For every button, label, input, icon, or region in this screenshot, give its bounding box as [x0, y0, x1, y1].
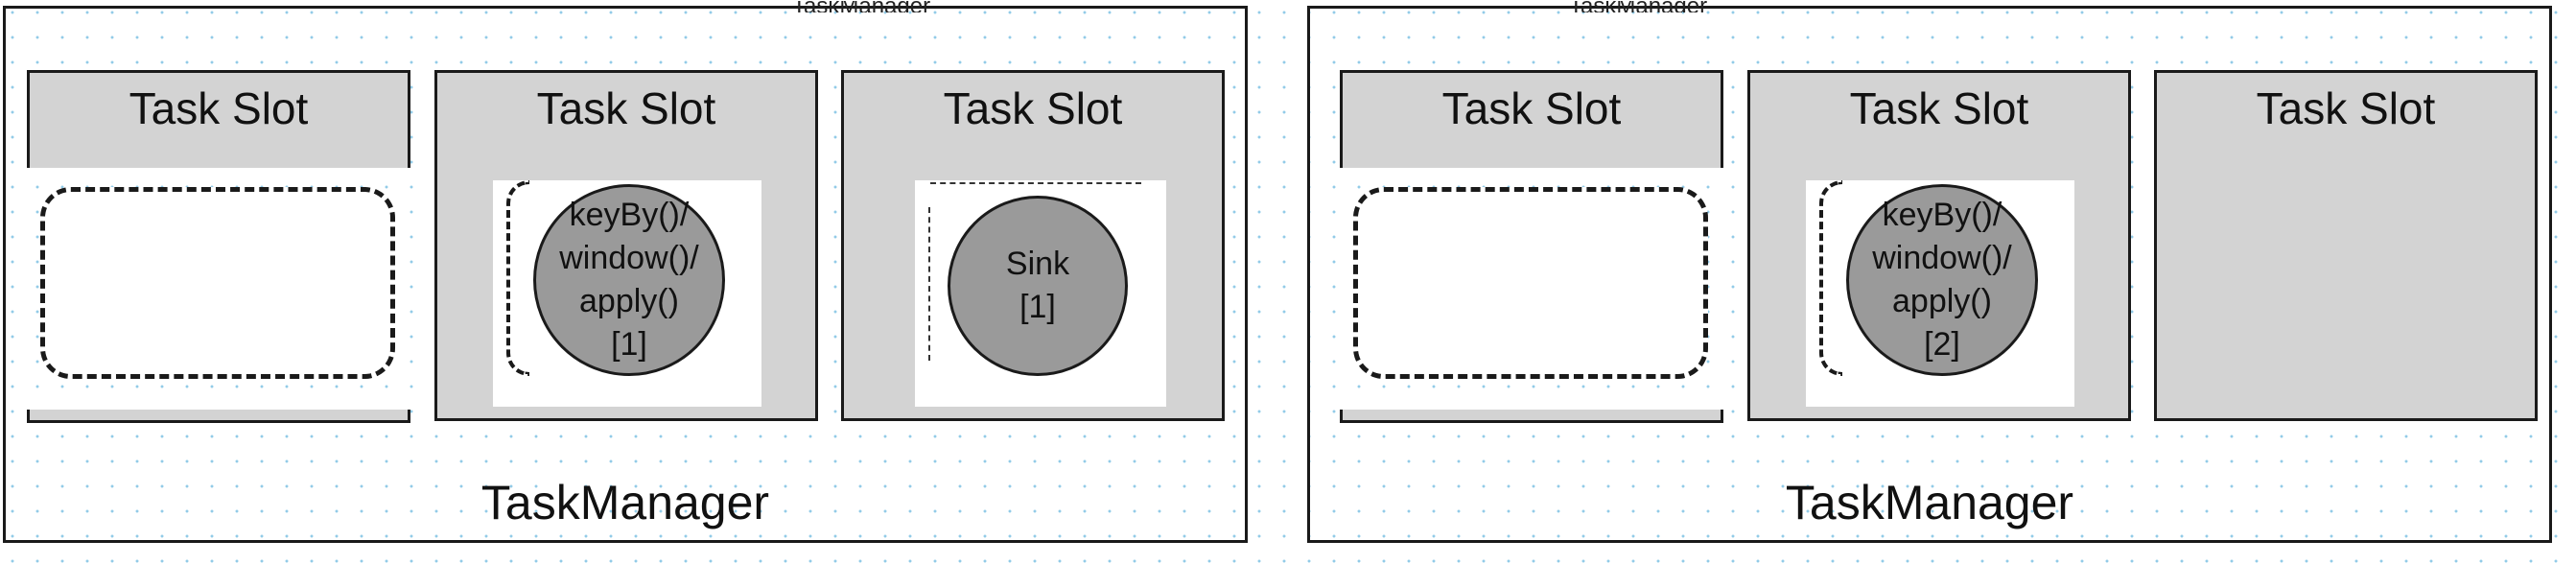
operator-circle-keyby-2: keyBy()/ window()/ apply() [2] — [1846, 184, 2038, 376]
taskmanager-2: TaskManager Task Slot Task Slot keyBy()/… — [1307, 1, 2552, 543]
empty-operator-placeholder — [1353, 187, 1708, 379]
taskmanager-label: TaskManager — [480, 476, 770, 529]
dashed-bracket — [506, 180, 529, 376]
task-slot-title: Task Slot — [536, 83, 716, 133]
task-slot-1-1: Task Slot — [27, 70, 410, 168]
task-slot-2-3: Task Slot — [2154, 70, 2538, 421]
task-slot-title: Task Slot — [943, 83, 1123, 133]
task-slot-title: Task Slot — [1441, 83, 1622, 133]
operator-label: keyBy()/ window()/ apply() [2] — [1872, 197, 2012, 363]
task-slot-title: Task Slot — [129, 83, 309, 133]
taskmanager-1-top-label-clipped: TaskManager — [792, 1, 984, 12]
taskmanager-2-top-label-clipped: TaskManager — [1569, 1, 1761, 12]
dashed-line — [930, 182, 1141, 184]
task-slot-1-2: Task Slot keyBy()/ window()/ apply() [1] — [434, 70, 818, 421]
empty-operator-placeholder — [40, 187, 395, 379]
dashed-line — [928, 207, 930, 361]
task-slot-1-3: Task Slot Sink [1] — [841, 70, 1225, 421]
operator-circle-keyby-1: keyBy()/ window()/ apply() [1] — [533, 184, 725, 376]
task-slot-2-2: Task Slot keyBy()/ window()/ apply() [2] — [1747, 70, 2131, 421]
dashed-bracket — [1819, 180, 1842, 376]
operator-label: keyBy()/ window()/ apply() [1] — [559, 197, 699, 363]
task-slot-title: Task Slot — [2256, 83, 2436, 133]
task-slot-1-1-bottom — [27, 410, 410, 423]
operator-circle-sink-1: Sink [1] — [948, 196, 1128, 376]
taskmanager-1: TaskManager Task Slot Task Slot keyBy()/… — [3, 1, 1248, 543]
taskmanager-label: TaskManager — [1785, 476, 2074, 529]
task-slot-title: Task Slot — [1849, 83, 2029, 133]
task-slot-2-1-bottom — [1340, 410, 1723, 423]
operator-label: Sink [1] — [1005, 246, 1070, 325]
task-slot-2-1: Task Slot — [1340, 70, 1723, 168]
